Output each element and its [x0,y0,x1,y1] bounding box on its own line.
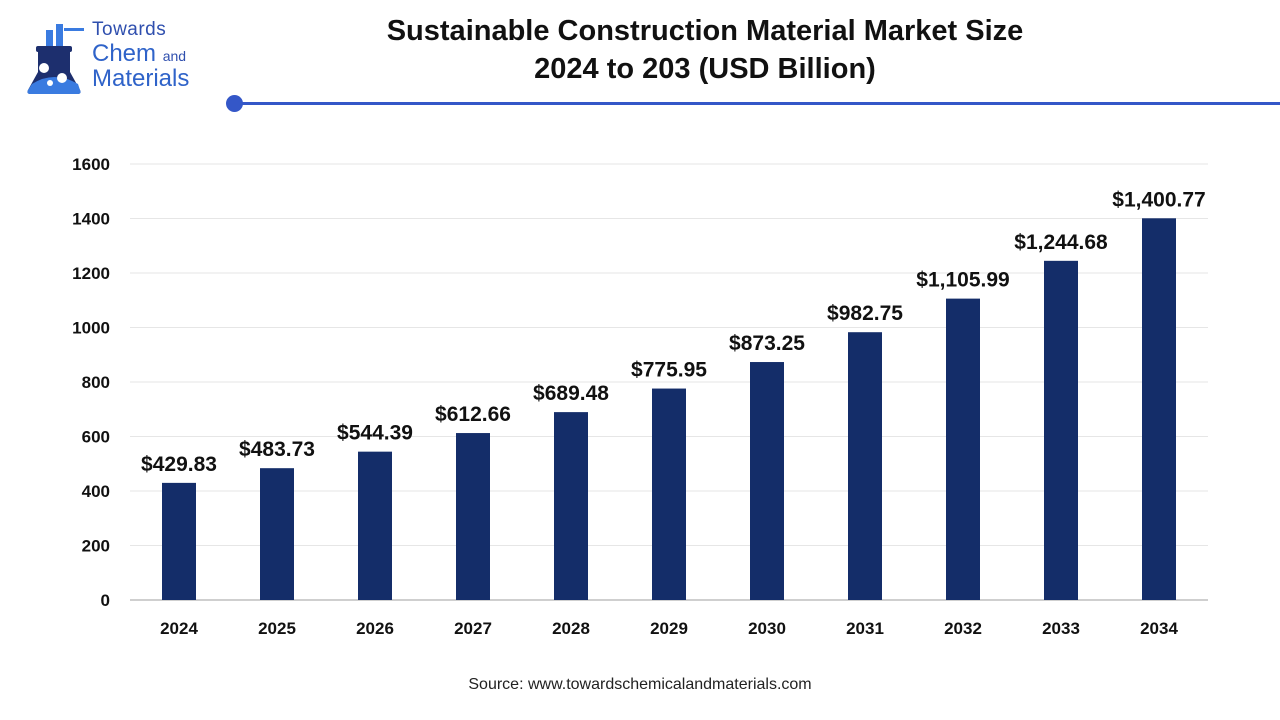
data-label: $544.39 [337,422,413,445]
x-tick-label: 2028 [552,619,590,638]
data-label: $1,244.68 [1014,231,1108,254]
x-tick-label: 2034 [1140,619,1178,638]
chart-title-line1: Sustainable Construction Material Market… [386,15,1024,47]
y-tick-label: 400 [82,482,110,501]
bar [750,362,784,600]
y-tick-label: 800 [82,373,110,392]
bar [848,332,882,600]
y-tick-label: 1000 [72,319,110,338]
source-note: Source: www.towardschemicalandmaterials.… [468,676,812,693]
data-label: $1,400.77 [1112,188,1205,211]
data-label: $982.75 [827,302,903,325]
bar [652,388,686,600]
bar [1044,260,1078,600]
x-tick-label: 2029 [650,619,688,638]
brand-line2-small: and [162,48,187,64]
x-tick-label: 2025 [258,619,296,638]
flask-icon [27,24,84,94]
brand-line1: Towards [92,19,167,40]
brand-line2: Chem [92,40,157,67]
x-tick-label: 2032 [944,619,982,638]
data-label: $612.66 [435,403,511,426]
data-label: $429.83 [141,453,217,476]
bar [1142,218,1176,601]
x-tick-label: 2024 [160,619,198,638]
y-tick-label: 200 [82,537,110,556]
chart-title-line2: 2024 to 203 (USD Billion) [534,53,876,85]
x-tick-label: 2026 [356,619,394,638]
x-tick-label: 2031 [846,619,884,638]
brand-line3: Materials [92,65,190,92]
bar [456,433,490,600]
y-tick-label: 0 [101,591,110,610]
y-tick-label: 600 [82,428,110,447]
y-tick-label: 1600 [72,155,110,174]
bar [260,468,294,600]
bar [554,412,588,600]
bar [162,482,196,600]
data-label: $483.73 [239,438,315,461]
x-tick-label: 2033 [1042,619,1080,638]
y-tick-label: 1200 [72,264,110,283]
bar [946,298,980,600]
divider-line [234,102,1280,105]
data-label: $775.95 [631,359,707,382]
chart-title: Sustainable Construction Material Market… [230,12,1180,88]
data-label: $1,105.99 [916,269,1009,292]
data-label: $689.48 [533,382,609,405]
brand-name: Towards Chem and Materials [92,20,189,91]
x-tick-label: 2027 [454,619,492,638]
brand-logo: Towards Chem and Materials [18,14,228,94]
bar [358,451,392,600]
x-tick-label: 2030 [748,619,786,638]
y-tick-label: 1400 [72,210,110,229]
data-label: $873.25 [729,332,805,355]
